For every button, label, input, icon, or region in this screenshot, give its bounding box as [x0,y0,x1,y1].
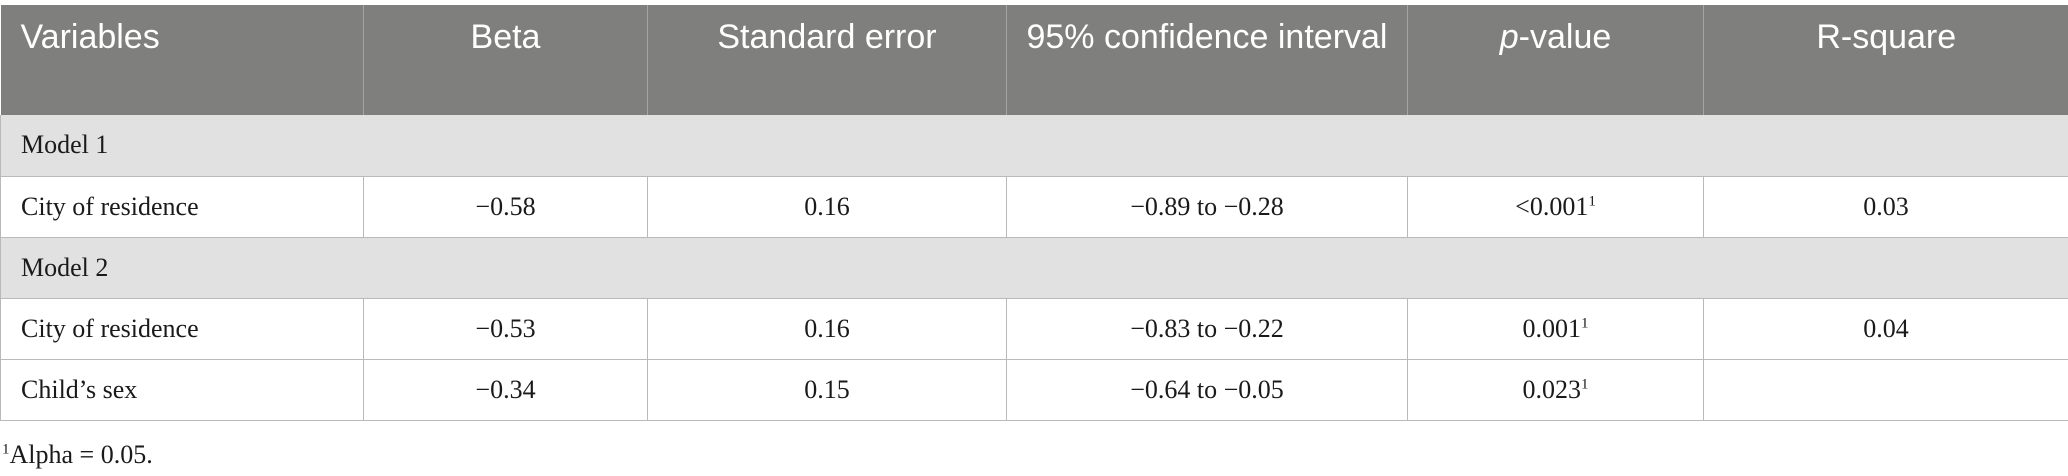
cell-p-value: 0.0231 [1407,359,1704,421]
header-row: Variables Beta Standard error 95% confid… [0,5,2068,115]
table-footnote: 1Alpha = 0.05. [2,440,153,470]
cell-variable: Child’s sex [0,359,364,421]
cell-standard-error: 0.16 [647,176,1007,238]
cell-r-square [1703,359,2068,421]
footnote-marker: 1 [1581,314,1589,331]
cell-r-square: 0.04 [1703,298,2068,360]
table-row: City of residence −0.53 0.16 −0.83 to −0… [0,298,2068,360]
cell-confidence-interval: −0.64 to −0.05 [1006,359,1408,421]
section-row-model-1: Model 1 [0,115,2068,177]
header-standard-error: Standard error [647,5,1007,115]
regression-table-container: Variables Beta Standard error 95% confid… [0,5,2068,421]
cell-r-square: 0.03 [1703,176,2068,238]
section-label-model-2: Model 2 [0,237,2068,299]
table-row: City of residence −0.58 0.16 −0.89 to −0… [0,176,2068,238]
section-row-model-2: Model 2 [0,237,2068,299]
p-value-text: 0.023 [1522,374,1582,404]
cell-p-value: 0.0011 [1407,298,1704,360]
footnote-marker: 1 [1588,192,1596,209]
cell-variable: City of residence [0,176,364,238]
header-variables: Variables [0,5,364,115]
cell-beta: −0.53 [363,298,648,360]
header-beta: Beta [363,5,648,115]
header-p-value: p-value [1407,5,1704,115]
header-r-square: R-square [1703,5,2068,115]
cell-beta: −0.34 [363,359,648,421]
cell-variable: City of residence [0,298,364,360]
footnote-text: Alpha = 0.05. [9,440,153,469]
regression-table: Variables Beta Standard error 95% confid… [0,5,2068,421]
cell-p-value: <0.0011 [1407,176,1704,238]
cell-beta: −0.58 [363,176,648,238]
header-confidence-interval: 95% confidence interval [1006,5,1408,115]
table-body: Model 1 City of residence −0.58 0.16 −0.… [0,115,2068,421]
p-value-text: 0.001 [1522,313,1582,343]
p-value-text: <0.001 [1515,191,1589,221]
footnote-marker: 1 [2,441,10,458]
table-row: Child’s sex −0.34 0.15 −0.64 to −0.05 0.… [0,359,2068,421]
cell-standard-error: 0.15 [647,359,1007,421]
cell-standard-error: 0.16 [647,298,1007,360]
cell-confidence-interval: −0.89 to −0.28 [1006,176,1408,238]
table-header: Variables Beta Standard error 95% confid… [0,5,2068,115]
header-p-rest: -value [1518,18,1612,56]
header-p-italic: p [1499,18,1519,56]
footnote-marker: 1 [1581,375,1589,392]
cell-confidence-interval: −0.83 to −0.22 [1006,298,1408,360]
section-label-model-1: Model 1 [0,115,2068,177]
